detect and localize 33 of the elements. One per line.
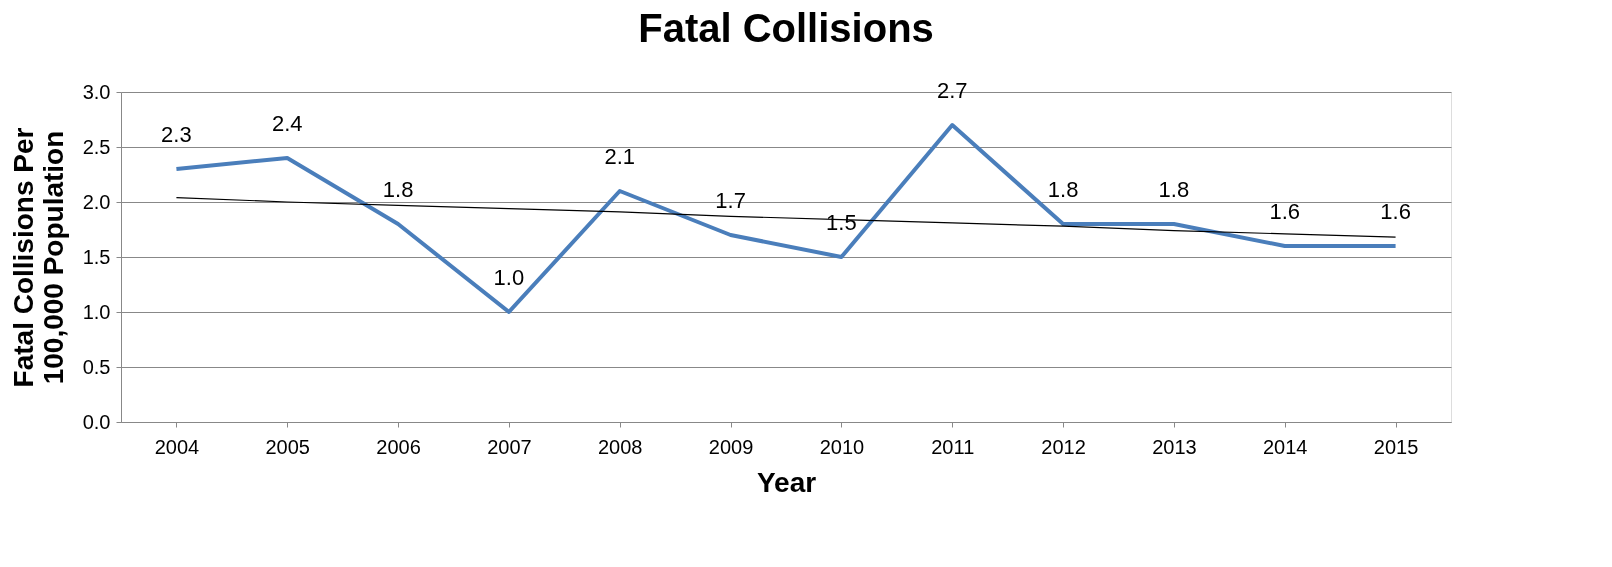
- data-label: 1.8: [1158, 177, 1190, 202]
- x-tick-label: 2010: [819, 435, 865, 458]
- x-tick-label: 2015: [1373, 435, 1419, 458]
- data-label: 1.6: [1269, 199, 1301, 224]
- y-tick-label: 2.5: [82, 135, 111, 158]
- y-tick-label: 1.0: [82, 300, 111, 323]
- x-tick-label: 2009: [708, 435, 754, 458]
- chart-title: Fatal Collisions: [638, 6, 934, 50]
- x-tick-label: 2007: [487, 435, 532, 458]
- data-label: 1.8: [382, 177, 414, 202]
- y-tick-label: 2.0: [82, 190, 111, 213]
- y-axis-title: Fatal Collisions Per 100,000 Population: [7, 127, 69, 388]
- x-tick-label: 2012: [1041, 435, 1086, 458]
- data-label: 2.7: [936, 78, 968, 103]
- x-tick-label: 2011: [931, 435, 975, 458]
- y-tick-label: 1.5: [82, 245, 111, 268]
- y-tick-label: 0.0: [82, 410, 111, 433]
- data-label: 2.1: [604, 144, 636, 169]
- x-tick-label: 2008: [598, 435, 643, 458]
- x-tick-label: 2005: [265, 435, 310, 458]
- x-tick-label: 2006: [376, 435, 421, 458]
- data-label: 1.6: [1380, 199, 1411, 224]
- data-label: 2.4: [271, 111, 303, 136]
- data-label: 1.7: [715, 188, 746, 213]
- x-tick-label: 2004: [154, 435, 200, 458]
- x-axis-title: Year: [756, 466, 817, 498]
- y-tick-label: 0.5: [82, 355, 111, 378]
- data-label: 2.3: [161, 122, 192, 147]
- x-tick-label: 2014: [1263, 435, 1308, 458]
- data-label: 1.8: [1047, 177, 1079, 202]
- data-label: 1.0: [493, 265, 525, 290]
- x-tick-label: 2013: [1152, 435, 1197, 458]
- y-tick-label: 3.0: [82, 80, 111, 103]
